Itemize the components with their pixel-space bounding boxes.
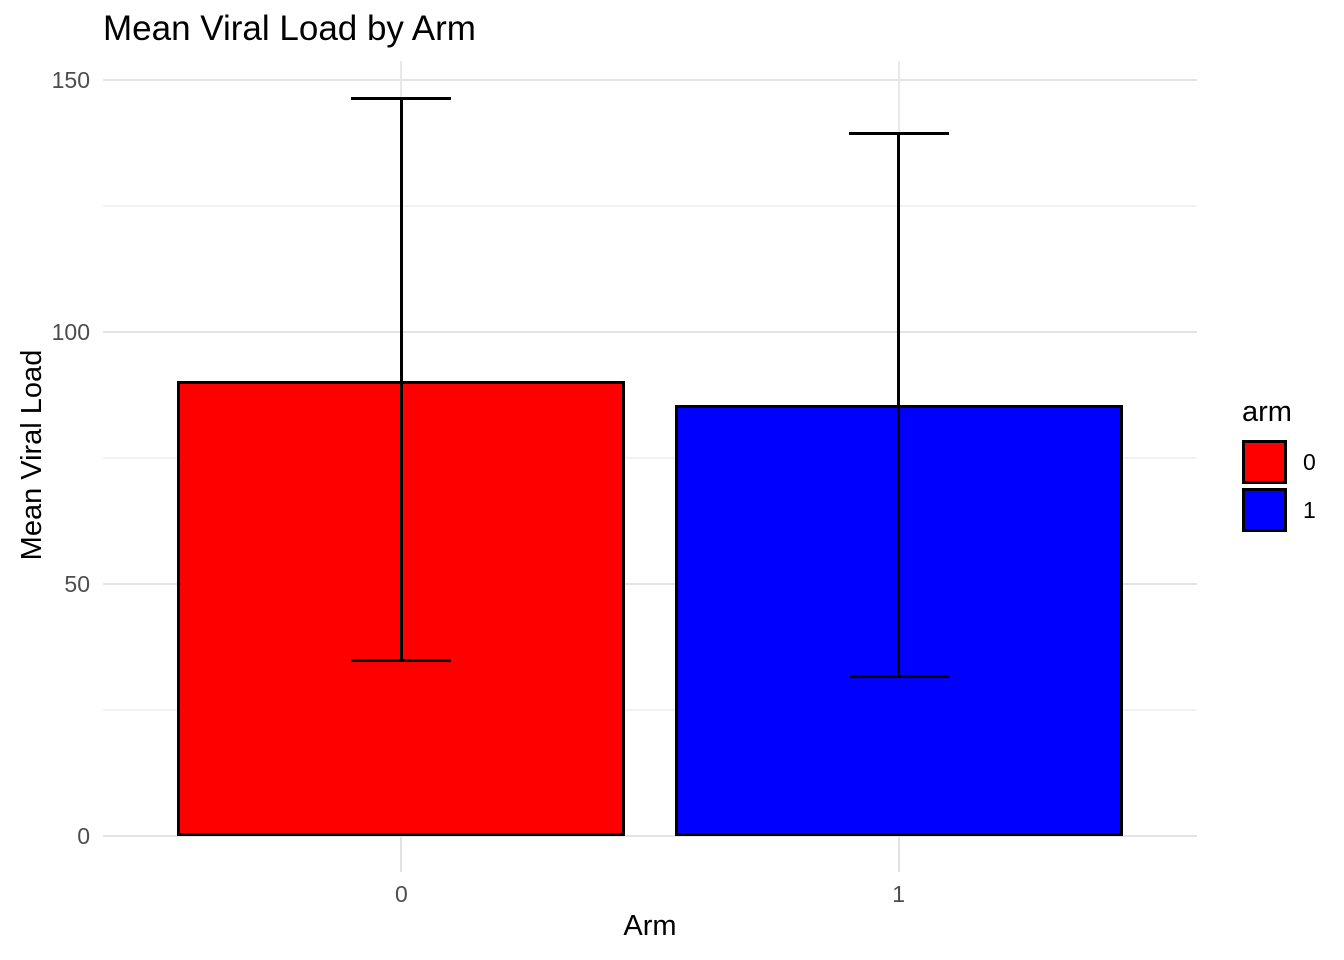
errorbar-line-arm-0	[399, 98, 403, 661]
y-tick-label-0: 0	[77, 823, 90, 849]
y-tick-label-150: 150	[51, 67, 90, 93]
gridline-minor-y-125	[103, 205, 1197, 207]
legend-label-0: 0	[1303, 448, 1316, 475]
legend-label-1: 1	[1303, 496, 1316, 523]
legend-item-0: 0	[1242, 440, 1316, 484]
errorbar-cap-bottom-arm-0	[351, 658, 452, 662]
errorbar-line-arm-1	[897, 133, 901, 677]
x-tick-mark-0	[400, 836, 403, 872]
errorbar-cap-top-arm-0	[351, 96, 452, 100]
x-tick-label-1: 1	[892, 881, 906, 907]
errorbar-cap-top-arm-1	[848, 131, 949, 135]
x-tick-label-0: 0	[394, 881, 408, 907]
legend-key-swatch-1	[1242, 488, 1287, 532]
legend-item-1: 1	[1242, 488, 1316, 532]
gridline-minor-y-25	[103, 709, 1197, 711]
y-tick-label-100: 100	[51, 319, 90, 345]
gridline-y-100	[103, 331, 1197, 333]
gridline-y-50	[103, 583, 1197, 585]
gridline-minor-y-75	[103, 457, 1197, 459]
y-tick-label-50: 50	[64, 571, 90, 597]
legend-title: arm	[1242, 396, 1292, 428]
errorbar-cap-bottom-arm-1	[848, 674, 949, 678]
legend-key-swatch-0	[1242, 440, 1287, 484]
gridline-y-150	[103, 79, 1197, 81]
gridline-y-0	[103, 835, 1197, 837]
chart-title: Mean Viral Load by Arm	[103, 9, 476, 48]
x-axis-title: Arm	[623, 910, 677, 942]
y-axis-title: Mean Viral Load	[16, 349, 48, 561]
x-tick-mark-1	[897, 836, 900, 872]
